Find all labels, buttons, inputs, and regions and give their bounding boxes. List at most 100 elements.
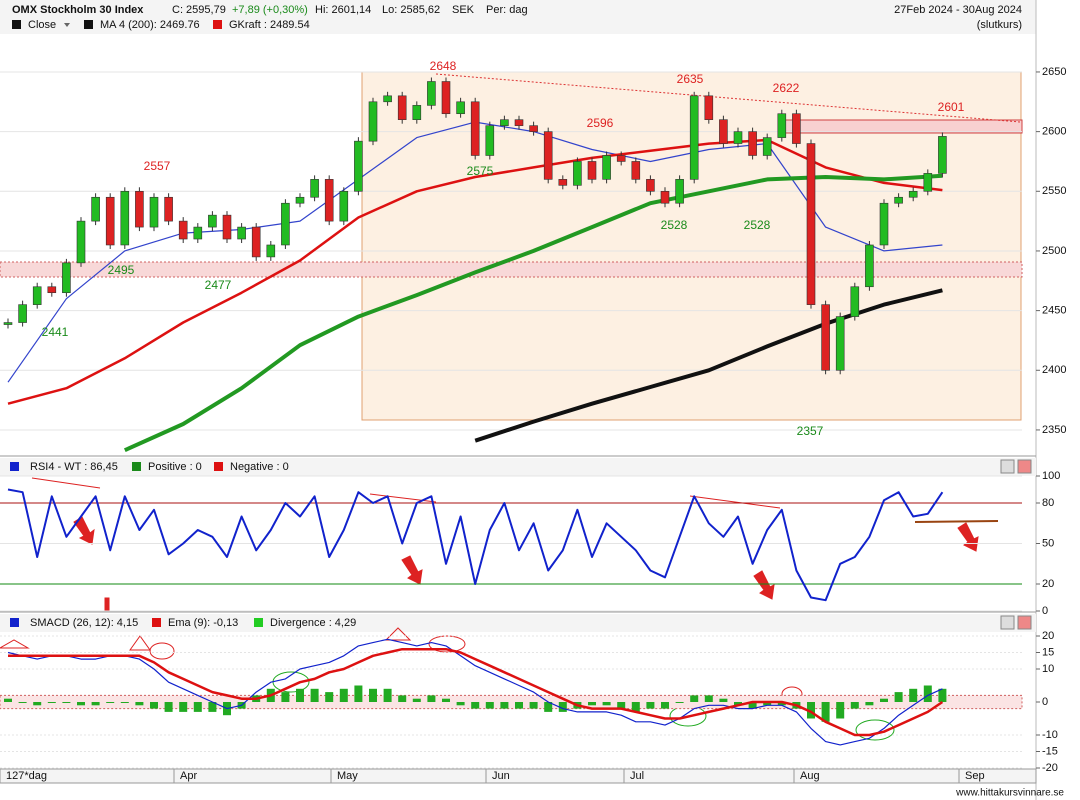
divergence-bar [296,688,304,702]
y-tick-label: 2650 [1042,66,1066,78]
candle [792,113,801,144]
dropdown-arrow[interactable] [64,23,70,27]
date-range: 27Feb 2024 - 30Aug 2024 [894,4,1022,16]
divergence-bar [880,698,888,702]
divergence-bar [602,702,611,706]
y-tick-label: 100 [1042,470,1060,482]
line-series [7,638,943,746]
divergence-bar [515,702,523,709]
candle [208,214,217,228]
divergence-bar [383,688,392,702]
divergence-bar [748,702,757,709]
candle [324,179,334,222]
candle [281,202,290,246]
divergence-bar [529,702,538,709]
arrow [401,555,423,585]
divergence-bar [923,685,932,702]
arrow [753,570,775,600]
month-label: Jun [492,770,510,782]
divergence-bar [339,688,348,702]
candle [485,125,495,156]
line-series [8,647,944,737]
candle [164,196,173,222]
candle [689,95,699,180]
high-label: 2596 [587,116,614,130]
high-value: Hi: 2601,14 [315,4,371,16]
legend-gkraft[interactable]: GKraft : 2489.54 [229,19,310,31]
legend-ma[interactable]: MA 4 (200): 2469.76 [100,19,200,31]
candle [602,155,611,180]
divergence-bar [894,692,903,702]
candle [266,244,276,258]
divergence-bar [500,702,509,709]
divergence-bar [164,702,173,712]
title: OMX Stockholm 30 Index [12,4,144,16]
candle [514,119,524,126]
triangle [129,627,412,651]
y-tick-label: 10 [1042,663,1054,675]
panel-close[interactable] [1017,615,1032,630]
divergence-bar [763,702,772,706]
triangle [0,639,30,649]
divergence-bar [646,702,655,709]
rsi-header [0,458,1036,476]
candle [762,137,772,156]
candle [719,119,728,144]
divergence-bar [33,702,42,706]
divergence-bar [631,702,640,712]
panel-button[interactable] [1000,459,1015,474]
line-series [7,488,944,602]
divergence-bar [909,688,918,702]
candle [354,140,363,192]
divergence-bar [427,695,436,702]
candle [587,161,597,180]
y-tick-label: 80 [1042,497,1054,509]
header-bar [0,0,1036,34]
divergence-bar [821,702,830,722]
divergence-bar [18,702,27,703]
divergence-bar [865,702,874,706]
candle [733,131,743,144]
panel-close[interactable] [1017,459,1032,474]
legend-swatch [10,462,19,471]
candle [938,136,947,174]
price-mode: (slutkurs) [977,19,1022,31]
footer[interactable]: www.hittakursvinnare.se [955,788,1064,799]
panel-button[interactable] [1000,615,1015,630]
candle [806,143,816,305]
legend-close[interactable]: Close [28,19,56,31]
candle [500,119,509,126]
resistance-band [780,119,1023,134]
candle [105,196,115,246]
divergence-bar [193,702,202,712]
divergence-bar [179,702,188,712]
low-label: 2477 [205,278,232,292]
candle [748,131,757,156]
y-tick-label: -10 [1042,729,1058,741]
y-tick-label: -15 [1042,745,1058,757]
candle [32,286,42,305]
rsi-negative: Negative : 0 [230,461,289,473]
close-value: C: 2595,79 [172,4,226,16]
low-label: 2528 [661,218,688,232]
divergence-line [689,495,781,509]
circle [428,635,466,653]
y-tick-label: 2450 [1042,305,1066,317]
candle [412,105,422,120]
divergence-bar [135,702,144,706]
divergence-bar [471,702,480,709]
y-tick-label: -20 [1042,762,1058,774]
y-tick-label: 0 [1042,605,1048,617]
divergence-bar [734,702,742,706]
candle [3,322,13,325]
high-label: 2635 [677,72,704,86]
candle [631,161,641,180]
divergence-bar [150,702,158,709]
divergence-bar [412,698,421,702]
candle [558,179,568,186]
high-label: 2601 [938,100,965,114]
candle [62,262,71,294]
candle [704,95,714,120]
candle [923,173,933,192]
line-series [123,173,943,453]
